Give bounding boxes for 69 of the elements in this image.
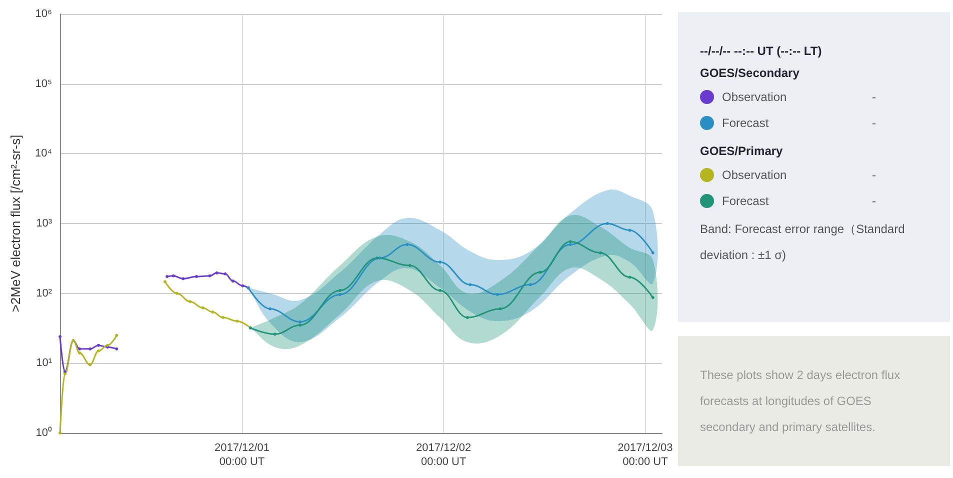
point <box>628 276 632 279</box>
y-tick-label: 10⁶ <box>35 8 52 20</box>
point <box>378 256 382 260</box>
y-tick-label: 10² <box>36 287 52 300</box>
y-tick-label: 10⁵ <box>35 78 52 90</box>
point <box>88 363 92 366</box>
point <box>466 316 469 320</box>
point <box>298 320 302 324</box>
point <box>231 280 234 283</box>
point <box>538 270 542 274</box>
line-series <box>246 222 654 324</box>
point <box>188 300 192 304</box>
point <box>338 293 342 296</box>
text: --/--/-- --:-- UT (--:-- LT) <box>700 44 823 58</box>
text: Band: Forecast error range（Standard deviation : ±1 σ) <box>700 221 906 264</box>
y-tick-label: 10⁰ <box>36 426 52 439</box>
legend-label: Observation <box>722 168 788 182</box>
legend-label: Observation <box>722 90 788 104</box>
point <box>78 351 82 354</box>
y-axis-title: >2MeV electron flux [/cm²-sr-s] <box>8 134 23 312</box>
point <box>241 284 244 288</box>
point <box>97 344 100 347</box>
point <box>222 316 225 320</box>
text: - <box>872 116 876 130</box>
legend-label: Forecast <box>722 116 770 130</box>
point <box>97 349 100 352</box>
point <box>568 240 572 244</box>
point <box>175 292 178 295</box>
point <box>528 283 532 286</box>
y-tick-label: 10³ <box>36 218 52 230</box>
y-tick-label: 10⁴ <box>35 148 52 160</box>
point <box>268 307 272 310</box>
point <box>215 271 218 274</box>
point <box>376 256 379 260</box>
text: These plots show 2 days electron flux forecasts at longitudes of GOES secondary and primary satellites. <box>678 336 950 466</box>
point <box>651 296 654 300</box>
x-tick-label: 2017/12/03 00:00 UT <box>618 442 673 468</box>
point <box>438 288 442 292</box>
point <box>298 324 302 327</box>
line-series <box>248 240 654 336</box>
y-tick-label: 10¹ <box>36 357 52 370</box>
point <box>88 347 92 350</box>
point <box>236 320 239 323</box>
text: - <box>872 168 876 182</box>
x-tick-label: 2017/12/02 00:00 UT <box>416 442 472 468</box>
point <box>115 334 118 337</box>
point <box>182 277 185 280</box>
point <box>651 251 654 254</box>
point <box>498 307 502 310</box>
point <box>115 347 118 350</box>
point <box>78 347 82 350</box>
point <box>598 251 602 254</box>
text: GOES/Secondary <box>700 66 800 80</box>
point <box>438 260 442 264</box>
point <box>468 283 472 286</box>
point <box>172 274 175 278</box>
point <box>201 306 204 310</box>
x-tick-label: 2017/12/01 00:00 UT <box>214 442 270 468</box>
point <box>58 335 62 338</box>
point <box>628 228 632 232</box>
point <box>338 288 342 292</box>
text: - <box>872 90 876 104</box>
text: GOES/Primary <box>700 144 784 158</box>
text: - <box>872 194 876 208</box>
point <box>273 332 276 336</box>
point <box>164 280 166 284</box>
point <box>208 274 212 278</box>
legend-label: Forecast <box>722 194 770 208</box>
point <box>224 272 227 276</box>
